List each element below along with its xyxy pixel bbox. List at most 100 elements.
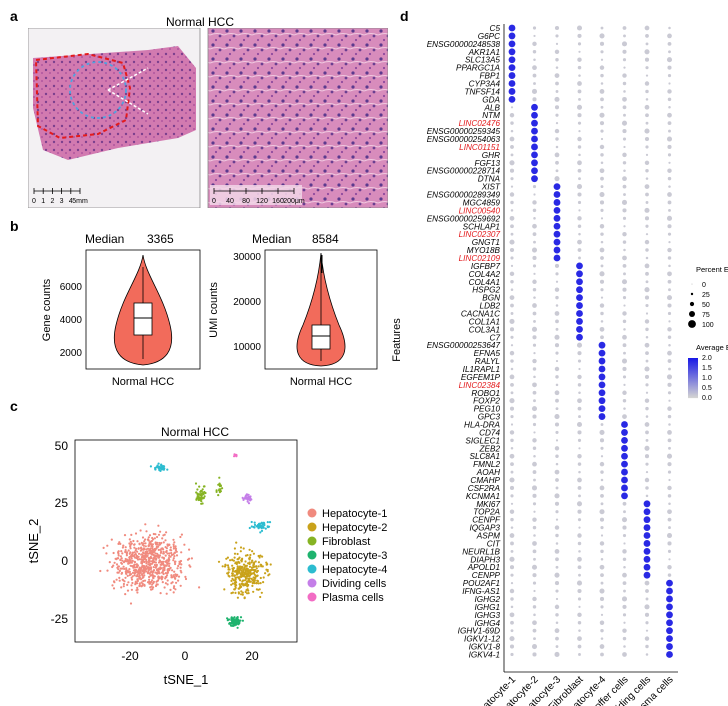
- dotplot-dot: [667, 350, 672, 356]
- tsne-cell-point: [136, 540, 139, 543]
- dotplot-dot: [509, 533, 515, 538]
- dotplot-dot: [510, 517, 514, 522]
- umi-ytick-10000: 10000: [233, 342, 261, 353]
- tsne-cell-point: [197, 495, 200, 498]
- tsne-cell-point: [230, 579, 233, 582]
- tsne-cell-point: [148, 563, 151, 566]
- dotplot-gene-label: RALYL: [475, 357, 500, 366]
- dotplot-dot: [600, 217, 604, 220]
- dotplot-dot: [667, 517, 672, 522]
- dotplot-dot: [509, 430, 515, 435]
- dotplot-gene-label: ENSG00000259345: [427, 127, 501, 136]
- tsne-cell-point: [132, 569, 136, 572]
- tsne-legend-swatch: [307, 508, 317, 518]
- tsne-cell-point: [177, 575, 181, 578]
- dotplot-dot: [532, 358, 537, 364]
- tsne-cell-point: [173, 585, 176, 588]
- dotplot-dot: [578, 653, 581, 656]
- dotplot-dot: [555, 169, 559, 173]
- dotplot-gene-label: POU2AF1: [463, 579, 500, 588]
- tsne-cell-point: [244, 554, 248, 557]
- tsne-cell-point: [148, 575, 151, 579]
- dotplot-dot: [667, 462, 672, 467]
- tsne-cell-point: [144, 552, 147, 556]
- dotplot-gene-label: ENSG00000253647: [427, 341, 501, 350]
- dotplot-dot: [510, 526, 514, 529]
- dotplot-dot: [510, 573, 514, 577]
- tsne-cell-point: [172, 559, 175, 562]
- dotplot-dot: [645, 192, 649, 197]
- tsne-cell-point: [135, 569, 138, 572]
- tsne-cell-point: [151, 547, 154, 550]
- dotplot-dot: [668, 399, 671, 402]
- dotplot-dot: [645, 312, 649, 315]
- tsne-cell-point: [124, 550, 127, 554]
- tsne-cell-point: [116, 557, 119, 560]
- dotplot-dot: [622, 81, 627, 86]
- tsne-cell-point: [134, 553, 137, 556]
- tsne-cell-point: [120, 550, 123, 553]
- tsne-cell-point: [144, 538, 147, 541]
- dotplot-dot: [600, 129, 604, 133]
- dotplot-dot: [645, 169, 649, 173]
- dotplot-dot: [553, 238, 561, 246]
- dotplot-dot: [667, 192, 672, 197]
- tsne-cell-point: [236, 558, 239, 561]
- panel-c-title: Normal HCC: [160, 425, 229, 439]
- tsne-cell-point: [149, 582, 152, 585]
- tsne-cell-point: [230, 583, 233, 586]
- dotplot-dot: [553, 206, 561, 214]
- tsne-cell-point: [154, 584, 158, 588]
- zoom-scale-ticks: 0 40 80 120 160 200μm: [212, 188, 305, 205]
- dotplot-dot: [510, 391, 514, 395]
- tsne-cell-point: [247, 493, 250, 496]
- dotplot-dot: [666, 643, 673, 650]
- tsne-cell-point: [135, 556, 138, 560]
- avg-legend-gradient: [688, 393, 698, 395]
- dotplot-dot: [577, 192, 582, 197]
- tsne-cell-point: [234, 622, 237, 625]
- tsne-cell-point: [260, 563, 263, 567]
- dotplot-dot: [555, 272, 559, 276]
- avg-legend-gradient: [688, 376, 698, 378]
- tsne-cell-point: [202, 485, 205, 488]
- dotplot-dot: [533, 217, 536, 220]
- dotplot-dot: [510, 549, 514, 553]
- tsne-cell-point: [136, 550, 139, 553]
- dotplot-dot: [645, 66, 649, 70]
- pct-legend-label: 100: [702, 322, 714, 329]
- tsne-cell-point: [229, 624, 232, 627]
- avg-legend-gradient: [688, 360, 698, 362]
- tsne-cell-point: [265, 561, 268, 564]
- dotplot-dot: [577, 383, 582, 387]
- dotplot-dot: [532, 335, 537, 340]
- tsne-cell-point: [231, 570, 234, 573]
- dotplot-dot: [554, 501, 560, 506]
- dotplot-dot: [508, 48, 516, 56]
- tsne-cell-point: [136, 574, 139, 577]
- dotplot-dot: [533, 375, 536, 379]
- gene-box: [133, 302, 153, 336]
- dotplot-dot: [555, 122, 559, 125]
- dotplot-dot: [533, 589, 536, 593]
- dotplot-dot: [531, 167, 538, 175]
- tsne-cell-point: [132, 539, 135, 543]
- avg-legend-gradient: [688, 362, 698, 364]
- dotplot-dot: [508, 72, 516, 79]
- dotplot-gene-label: IGFBP7: [471, 262, 501, 271]
- tsne-cell-point: [175, 581, 178, 584]
- dotplot-dot: [578, 209, 581, 212]
- dotplot-dot: [509, 398, 515, 404]
- dotplot-dot: [666, 374, 673, 380]
- dotplot-gene-label: COL4A1: [469, 278, 500, 287]
- dotplot-dot: [510, 605, 514, 609]
- dotplot-gene-label: CENPF: [472, 516, 501, 525]
- tsne-cell-point: [162, 468, 165, 471]
- tsne-cell-point: [246, 570, 249, 573]
- dotplot-dot: [667, 200, 672, 205]
- tsne-cell-point: [168, 552, 171, 555]
- dotplot-dot: [554, 152, 560, 158]
- tsne-cell-point: [242, 547, 245, 550]
- dotplot-dot: [577, 398, 582, 404]
- tsne-cell-point: [145, 548, 148, 551]
